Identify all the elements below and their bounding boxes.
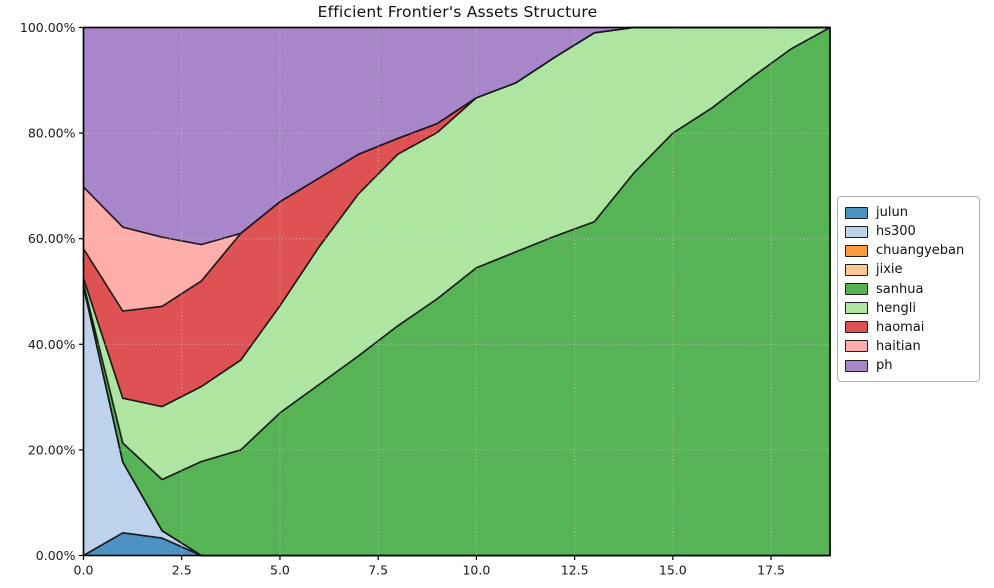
x-tick-label: 5.0 — [270, 563, 290, 578]
x-tick-label: 12.5 — [561, 563, 589, 578]
x-tick-label: 10.0 — [462, 563, 490, 578]
legend-item-chuangyeban: chuangyeban — [845, 241, 971, 260]
legend-item-julun: julun — [845, 203, 971, 222]
legend-item-hs300: hs300 — [845, 222, 971, 241]
legend-swatch — [845, 244, 868, 257]
legend-item-haitian: haitian — [845, 337, 971, 356]
legend-item-jixie: jixie — [845, 260, 971, 279]
legend-label: haitian — [876, 338, 921, 354]
legend-swatch — [845, 263, 868, 276]
legend: julun hs300 chuangyeban jixie sanhua hengli ha… — [837, 196, 980, 382]
y-tick-label: 40.00% — [28, 337, 76, 352]
y-tick-label: 0.00% — [36, 548, 76, 563]
legend-item-sanhua: sanhua — [845, 280, 971, 299]
x-tick-label: 7.5 — [368, 563, 388, 578]
legend-label: sanhua — [876, 281, 924, 297]
legend-swatch — [845, 225, 868, 238]
legend-label: chuangyeban — [876, 243, 965, 259]
legend-swatch — [845, 283, 868, 295]
legend-label: hengli — [876, 300, 916, 316]
legend-label: julun — [876, 205, 908, 220]
chart-title: Efficient Frontier's Assets Structure — [317, 3, 598, 21]
legend-label: jixie — [876, 262, 903, 278]
legend-label: haomai — [876, 319, 925, 335]
area-series — [82, 26, 831, 557]
y-axis: 0.00% 20.00% 40.00% 60.00% 80.00% 100.00% — [20, 20, 84, 563]
legend-item-haomai: haomai — [845, 318, 971, 337]
y-tick-label: 80.00% — [28, 126, 76, 141]
plot-border — [82, 26, 831, 557]
legend-label: ph — [876, 358, 893, 373]
x-axis: 0.0 2.5 5.0 7.5 10.0 12.5 15.0 17.5 — [74, 555, 785, 578]
legend-swatch — [845, 206, 868, 219]
legend-swatch — [845, 359, 868, 372]
x-tick-label: 15.0 — [659, 563, 687, 578]
x-tick-label: 17.5 — [757, 563, 785, 578]
legend-swatch — [845, 321, 868, 334]
legend-swatch — [845, 340, 868, 353]
x-tick-label: 0.0 — [74, 563, 94, 578]
y-tick-label: 60.00% — [28, 231, 76, 246]
y-tick-label: 20.00% — [28, 442, 76, 457]
legend-item-ph: ph — [845, 356, 971, 375]
x-tick-label: 2.5 — [172, 563, 192, 578]
y-tick-label: 100.00% — [20, 20, 76, 35]
legend-swatch — [845, 302, 868, 315]
legend-label: hs300 — [876, 224, 916, 240]
legend-item-hengli: hengli — [845, 299, 971, 318]
